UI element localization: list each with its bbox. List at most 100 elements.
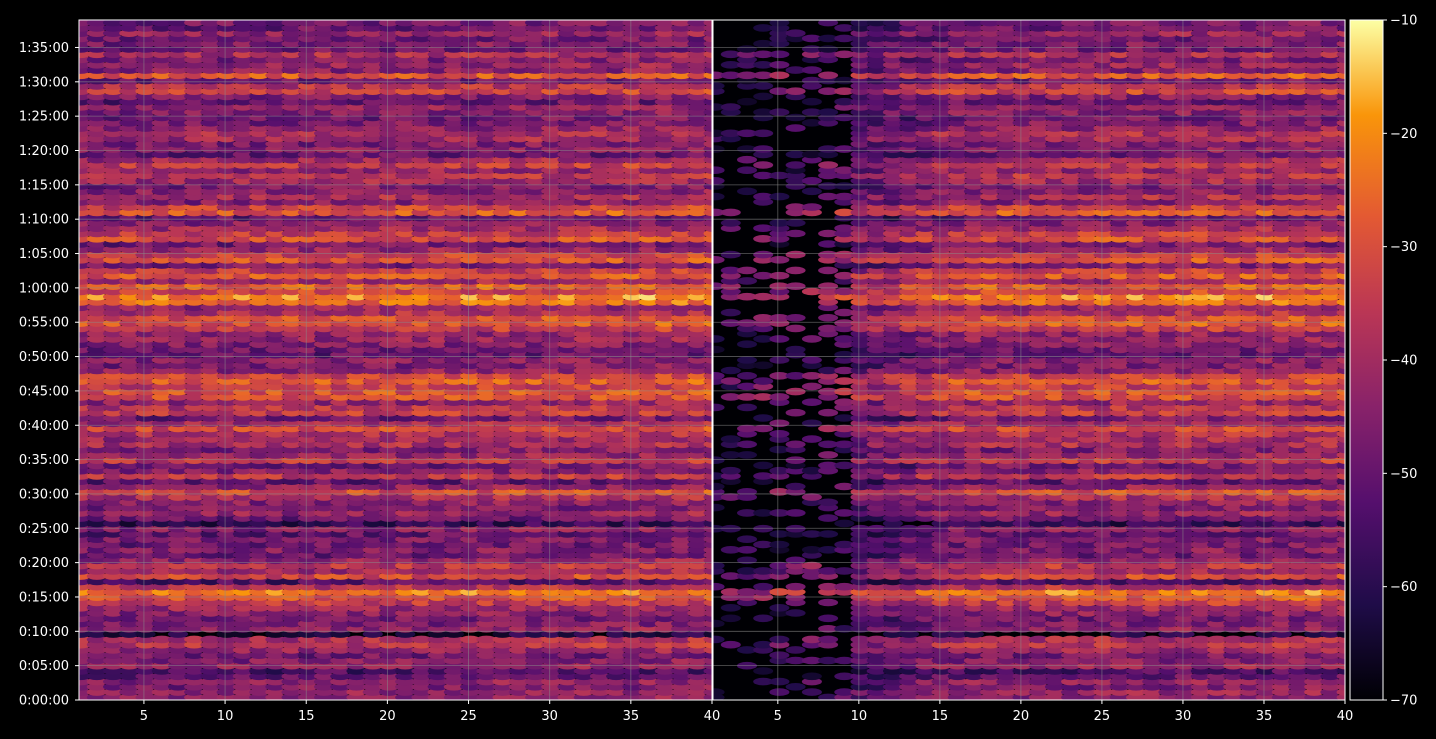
heatmap-cell [687,39,708,48]
heatmap-cell [492,213,513,222]
heatmap-cell [589,324,611,333]
heatmap-cell [216,366,237,375]
heatmap-cell [508,229,529,238]
heatmap-cell [557,503,578,512]
heatmap-cell [557,266,578,275]
heatmap-cell [460,414,481,422]
heatmap-cell [541,103,562,111]
heatmap-cell [638,451,659,459]
heatmap-cell [476,55,497,64]
heatmap-cell [151,108,172,116]
heatmap-cell [297,408,318,417]
heatmap-cell [103,113,124,122]
heatmap-cell [119,445,140,454]
heatmap-cell [395,203,416,211]
heatmap-cell [265,308,286,317]
heatmap-cell [86,498,107,507]
heatmap-cell [589,556,611,565]
heatmap-cell [589,213,611,222]
heatmap-cell [265,298,286,306]
heatmap-cell [103,493,124,501]
heatmap-cell [492,625,513,633]
heatmap-cell [362,229,383,238]
heatmap-cell [135,498,156,507]
heatmap-cell [216,546,237,554]
heatmap-cell [265,646,286,654]
heatmap-cell [249,456,270,465]
heatmap-cell [86,667,107,675]
heatmap-cell [216,551,237,559]
heatmap-cell [427,482,448,491]
heatmap-cell [216,414,237,422]
heatmap-cell [265,451,286,459]
heatmap-cell [330,503,351,512]
heatmap-cell [86,398,107,407]
heatmap-cell [200,171,221,180]
heatmap-cell [330,329,351,338]
heatmap-cell [671,393,692,401]
heatmap-cell [265,271,286,280]
heatmap-cell [427,572,448,580]
heatmap-cell [411,166,432,174]
heatmap-cell [589,540,611,549]
heatmap-cell [671,192,692,201]
heatmap-cell [638,366,659,375]
heatmap-cell [476,82,497,90]
heatmap-cell [200,683,221,691]
heatmap-cell [297,514,318,522]
heatmap-cell [606,250,627,259]
heatmap-cell [362,82,383,90]
heatmap-cell [184,472,205,480]
heatmap-cell [346,561,367,570]
heatmap-cell [427,577,448,586]
heatmap-cell [687,97,708,106]
heatmap-cell [167,308,189,317]
heatmap-cell [460,524,481,533]
heatmap-cell [297,82,318,90]
heatmap-cell [411,229,432,238]
heatmap-cell [103,171,124,180]
heatmap-cell [297,71,318,80]
heatmap-cell [573,424,594,433]
heatmap-cell [557,97,578,106]
heatmap-cell [265,134,286,143]
heatmap-cell [411,461,432,470]
heatmap-cell [119,87,140,95]
heatmap-cell [395,498,416,507]
heatmap-cell [249,546,270,554]
heatmap-cell [395,55,416,64]
heatmap-cell [200,387,221,396]
heatmap-cell [606,287,627,296]
heatmap-cell [167,129,189,138]
heatmap-cell [135,582,156,591]
heatmap-cell [135,113,156,122]
heatmap-cell [249,540,270,549]
heatmap-cell [103,319,124,327]
heatmap-cell [654,408,676,417]
heatmap-cell [297,582,318,591]
heatmap-cell [330,424,351,433]
heatmap-cell [573,387,594,396]
heatmap-cell [427,108,448,116]
heatmap-cell [378,382,400,391]
heatmap-cell [395,356,416,364]
heatmap-cell [184,308,205,317]
heatmap-cell [314,498,335,507]
heatmap-cell [314,76,335,85]
heatmap-cell [362,356,383,364]
heatmap-cell [557,514,578,522]
heatmap-cell [362,408,383,417]
heatmap-cell [492,466,513,475]
heatmap-cell [476,66,497,74]
heatmap-cell [362,124,383,132]
heatmap-cell [378,145,400,153]
heatmap-cell [525,677,546,686]
heatmap-cell [395,667,416,675]
heatmap-cell [297,393,318,401]
heatmap-cell [687,677,708,686]
heatmap-cell [654,598,676,607]
heatmap-cell [606,119,627,127]
heatmap-cell [671,561,692,570]
heatmap-cell [687,519,708,528]
heatmap-cell [671,614,692,623]
